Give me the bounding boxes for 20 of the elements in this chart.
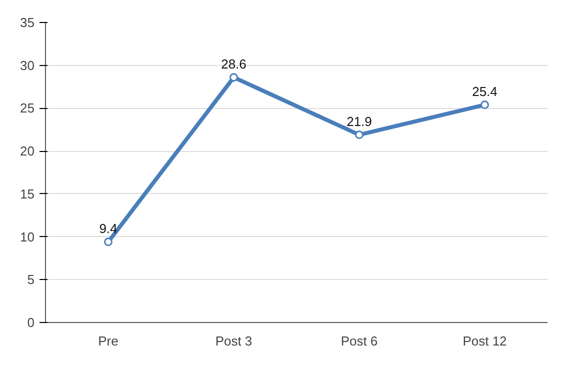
y-tick-label: 35 <box>20 15 35 30</box>
data-label: 21.9 <box>346 114 372 129</box>
data-label: 28.6 <box>221 56 246 72</box>
data-label: 9.4 <box>99 220 118 236</box>
y-tick-label: 20 <box>20 144 35 159</box>
y-tick-label: 10 <box>20 229 35 244</box>
x-tick-label: Post 6 <box>340 334 378 348</box>
point <box>104 238 112 246</box>
x-tick-label: Pre <box>98 334 118 348</box>
point <box>230 73 238 82</box>
y-tick-label: 5 <box>27 272 35 288</box>
data-label: 25.4 <box>472 84 498 99</box>
x-tick-label: Post 3 <box>215 334 252 348</box>
y-tick-label: 30 <box>20 58 35 73</box>
point <box>480 100 489 110</box>
y-tick-label: 15 <box>20 186 35 202</box>
y-tick-label: 25 <box>20 100 35 116</box>
y-tick-label: 0 <box>27 315 35 330</box>
x-tick-label: Post 12 <box>462 334 507 348</box>
point <box>355 130 364 140</box>
